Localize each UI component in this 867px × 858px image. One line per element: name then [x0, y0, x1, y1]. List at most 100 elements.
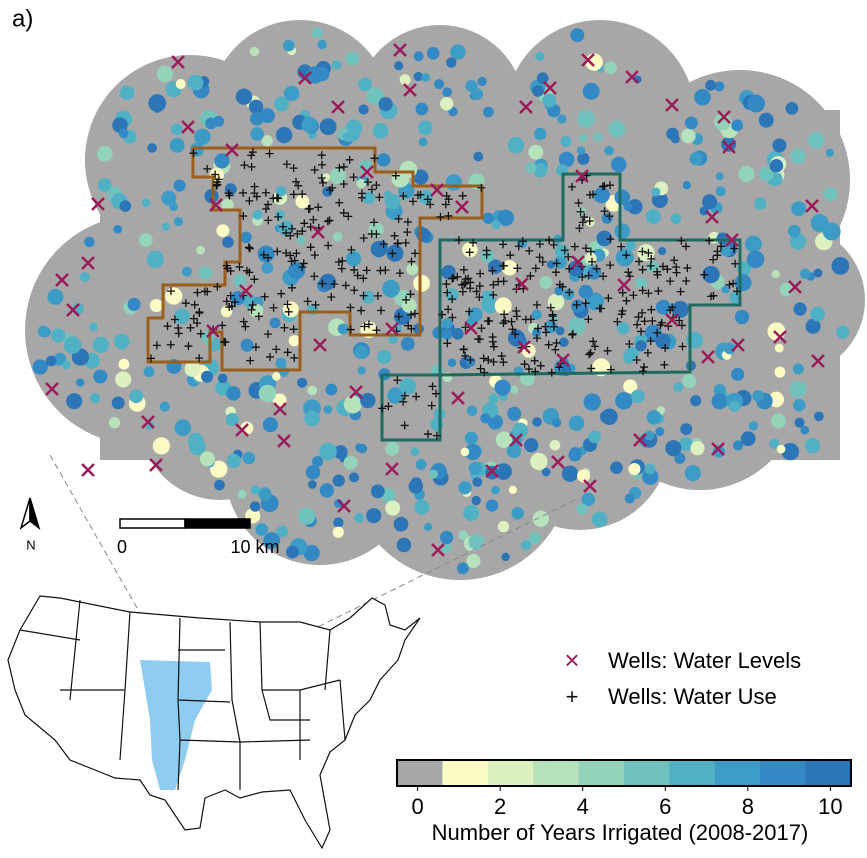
- field: [735, 310, 749, 324]
- field: [344, 456, 358, 470]
- field: [577, 110, 595, 128]
- field: [250, 127, 264, 141]
- field: [609, 121, 626, 138]
- field: [308, 480, 317, 489]
- legend-symbol: ×: [564, 645, 579, 675]
- field: [66, 393, 82, 409]
- field: [319, 443, 337, 461]
- field: [289, 335, 300, 346]
- field: [457, 562, 469, 574]
- north-arrow: N: [21, 498, 39, 552]
- field: [469, 534, 485, 550]
- field: [349, 472, 359, 482]
- field: [576, 504, 587, 515]
- field: [542, 468, 551, 477]
- field: [251, 485, 261, 495]
- field: [421, 73, 430, 82]
- field: [585, 53, 602, 70]
- field: [665, 440, 681, 456]
- field: [240, 232, 251, 243]
- field: [416, 459, 427, 470]
- field: [171, 124, 182, 135]
- field: [646, 209, 661, 224]
- field: [615, 392, 632, 409]
- field: [259, 385, 276, 402]
- field: [686, 332, 703, 349]
- field: [569, 416, 585, 432]
- field: [325, 384, 337, 396]
- field: [810, 307, 825, 322]
- field: [685, 465, 701, 481]
- well-x: [82, 464, 94, 476]
- field: [317, 40, 326, 49]
- colorbar-swatch: [579, 760, 625, 786]
- field: [199, 266, 212, 279]
- field: [533, 511, 549, 527]
- field: [33, 359, 48, 374]
- field: [162, 222, 170, 230]
- field: [716, 172, 724, 180]
- field: [109, 417, 120, 428]
- field: [414, 72, 423, 81]
- field: [461, 448, 470, 457]
- field: [377, 153, 391, 167]
- field: [483, 213, 494, 224]
- field: [508, 137, 524, 153]
- field: [741, 431, 756, 446]
- field: [826, 149, 834, 157]
- field: [611, 157, 627, 173]
- field: [568, 448, 581, 461]
- colorbar-swatch: [397, 760, 443, 786]
- field: [263, 417, 278, 432]
- field: [673, 382, 683, 392]
- field: [774, 367, 785, 378]
- colorbar-swatch: [715, 760, 761, 786]
- field: [286, 546, 299, 559]
- field: [47, 289, 63, 305]
- field: [635, 340, 646, 351]
- field: [76, 378, 84, 386]
- field: [115, 371, 131, 387]
- field: [41, 327, 51, 337]
- colorbar-swatch: [624, 760, 670, 786]
- field: [382, 280, 400, 298]
- field: [312, 27, 323, 38]
- field: [771, 414, 786, 429]
- field: [532, 417, 542, 427]
- field: [530, 453, 547, 470]
- colorbar-swatch: [488, 760, 534, 786]
- field: [371, 241, 387, 257]
- field: [813, 269, 822, 278]
- field: [258, 245, 275, 262]
- field: [671, 213, 682, 224]
- field: [512, 507, 524, 519]
- field: [604, 61, 617, 74]
- field: [147, 251, 164, 268]
- field: [623, 352, 635, 364]
- field: [790, 381, 807, 398]
- field: [411, 477, 422, 488]
- field: [442, 329, 453, 340]
- field: [498, 521, 509, 532]
- colorbar-swatch: [806, 760, 852, 786]
- field: [788, 225, 801, 238]
- field: [602, 213, 613, 224]
- field: [272, 372, 280, 380]
- field: [320, 118, 337, 135]
- field: [307, 386, 317, 396]
- field: [205, 118, 217, 130]
- field: [509, 486, 517, 494]
- field: [610, 461, 623, 474]
- field: [188, 75, 204, 91]
- field: [344, 396, 362, 414]
- field: [469, 462, 482, 475]
- field: [524, 438, 538, 452]
- field: [446, 174, 462, 190]
- field: [120, 86, 134, 100]
- field: [790, 149, 805, 164]
- field: [165, 287, 182, 304]
- field: [510, 385, 518, 393]
- field: [200, 451, 215, 466]
- field: [297, 378, 307, 388]
- field: [366, 508, 381, 523]
